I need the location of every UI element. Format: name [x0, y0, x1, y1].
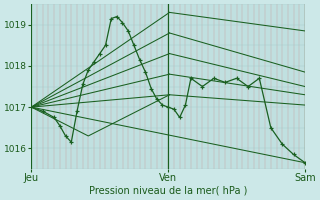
X-axis label: Pression niveau de la mer( hPa ): Pression niveau de la mer( hPa ) [89, 186, 247, 196]
